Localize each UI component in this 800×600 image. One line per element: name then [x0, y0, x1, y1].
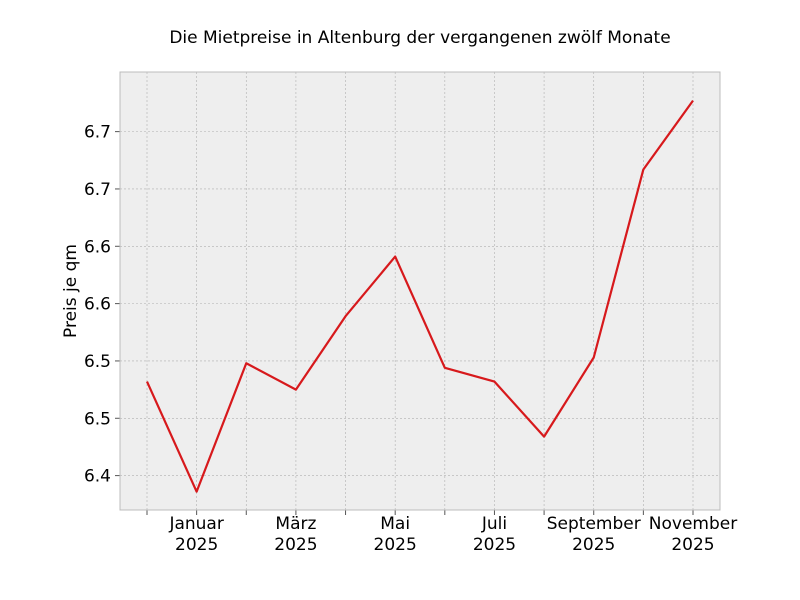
x-tick-label: Juli — [481, 514, 507, 534]
y-axis: 6.4 6.5 6.5 6.6 6.6 6.7 6.7 — [84, 123, 120, 487]
y-tick-label: 6.6 — [84, 295, 111, 315]
x-tick-label: November — [649, 514, 737, 534]
x-tick-label: 2025 — [274, 535, 317, 555]
x-tick-label: Januar — [168, 514, 223, 534]
x-tick-label: 2025 — [175, 535, 218, 555]
x-tick-label: 2025 — [671, 535, 714, 555]
y-tick-label: 6.7 — [84, 123, 111, 143]
x-tick-label: 2025 — [374, 535, 417, 555]
grid-lines — [120, 72, 720, 510]
y-tick-label: 6.5 — [84, 409, 111, 429]
x-tick-label: März — [275, 514, 316, 534]
y-axis-label: Preis je qm — [61, 244, 81, 338]
plot-frame — [119, 71, 721, 511]
x-tick-label: Mai — [380, 514, 410, 534]
y-tick-label: 6.6 — [84, 237, 111, 257]
y-tick-label: 6.7 — [84, 180, 111, 200]
x-tick-label: September — [547, 514, 641, 534]
series-line — [145, 100, 694, 493]
y-tick-label: 6.5 — [84, 352, 111, 372]
chart-title: Die Mietpreise in Altenburg der vergange… — [169, 28, 670, 48]
y-tick-label: 6.4 — [84, 467, 111, 487]
x-axis: Januar2025März2025Mai2025Juli2025Septemb… — [146, 510, 737, 555]
x-tick-label: 2025 — [473, 535, 516, 555]
x-tick-label: 2025 — [572, 535, 615, 555]
plot-area — [120, 72, 720, 510]
